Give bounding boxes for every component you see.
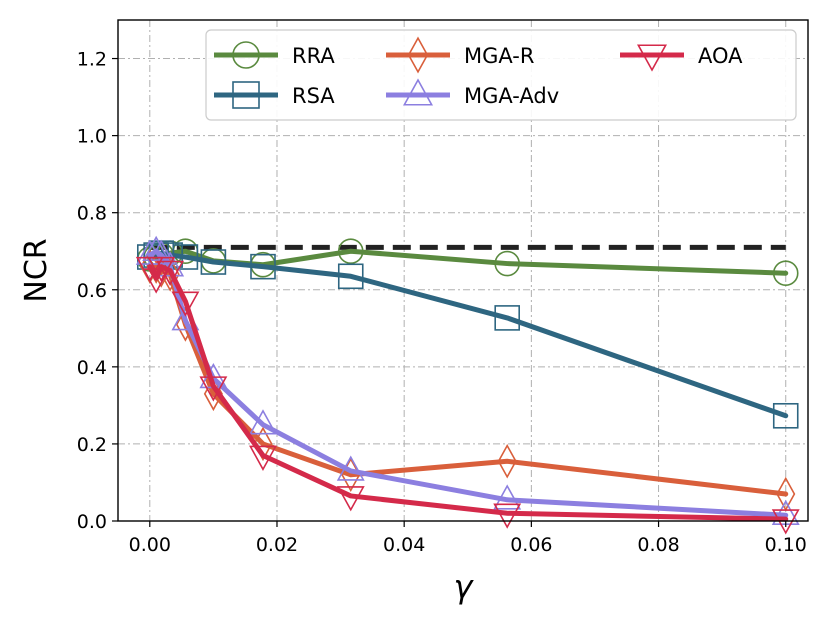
data-point <box>250 253 276 280</box>
y-tick-label: 0.2 <box>77 434 107 456</box>
legend-marker <box>407 36 429 74</box>
series-line <box>147 264 789 522</box>
data-point <box>249 409 277 435</box>
plot-frame <box>117 19 809 522</box>
x-tick-label: 0.00 <box>129 534 171 556</box>
data-point <box>772 260 799 286</box>
data-point <box>253 426 273 462</box>
data-point <box>140 249 160 284</box>
data-point <box>142 235 171 262</box>
series-line <box>147 248 789 276</box>
legend-label: RSA <box>292 84 335 108</box>
legend-marker <box>232 81 260 109</box>
x-tick-label: 0.08 <box>637 534 679 556</box>
legend-marker <box>402 78 434 106</box>
x-axis-title: γ <box>454 568 475 606</box>
data-point <box>200 249 227 275</box>
data-point <box>772 402 799 429</box>
x-tick-label: 0.10 <box>765 534 807 556</box>
data-point <box>336 455 365 481</box>
legend-entry-mga-adv: MGA-Adv <box>386 78 559 108</box>
series-line <box>147 250 789 419</box>
y-axis-title: NCR <box>19 238 54 302</box>
data-point <box>337 263 364 290</box>
x-tick-label: 0.04 <box>383 534 425 556</box>
legend-label: RRA <box>292 44 335 68</box>
legend-entry-rsa: RSA <box>214 81 335 109</box>
data-point <box>493 503 522 529</box>
data-point <box>493 484 522 510</box>
data-point <box>494 305 520 331</box>
legend-marker <box>636 44 668 72</box>
x-tick-label: 0.06 <box>510 534 552 556</box>
legend-entry-mga-r: MGA-R <box>386 36 534 74</box>
legend: RRA RSA MGA-R MGA-Adv AOA <box>205 29 797 121</box>
data-point <box>147 256 176 283</box>
x-tick-label: 0.02 <box>256 534 298 556</box>
legend-marker <box>232 41 260 69</box>
data-point <box>171 291 200 317</box>
data-point <box>497 444 517 479</box>
data-point <box>156 260 185 286</box>
y-tick-label: 1.2 <box>77 49 107 71</box>
data-point <box>336 486 365 512</box>
data-point <box>249 445 277 471</box>
data-point <box>494 250 520 277</box>
y-tick-label: 0.0 <box>77 511 107 533</box>
legend-label: AOA <box>698 44 743 68</box>
data-point <box>199 376 228 402</box>
axis-ticks: 0.00 0.02 0.04 0.06 0.08 0.10 0.0 0.2 0.4 0.6 0.8 1… <box>77 49 807 556</box>
y-tick-label: 0.4 <box>77 357 107 379</box>
y-tick-label: 1.0 <box>77 126 107 148</box>
data-point <box>142 268 171 294</box>
series-layer <box>135 235 800 535</box>
legend-entry-aoa: AOA <box>620 44 743 72</box>
data-point <box>337 238 364 265</box>
legend-entry-rra: RRA <box>214 41 335 69</box>
data-point <box>147 239 176 265</box>
series-mga-adv <box>135 235 800 526</box>
y-tick-label: 0.6 <box>77 280 107 302</box>
legend-label: MGA-R <box>464 44 534 68</box>
y-tick-label: 0.8 <box>77 203 107 225</box>
legend-label: MGA-Adv <box>464 84 559 108</box>
